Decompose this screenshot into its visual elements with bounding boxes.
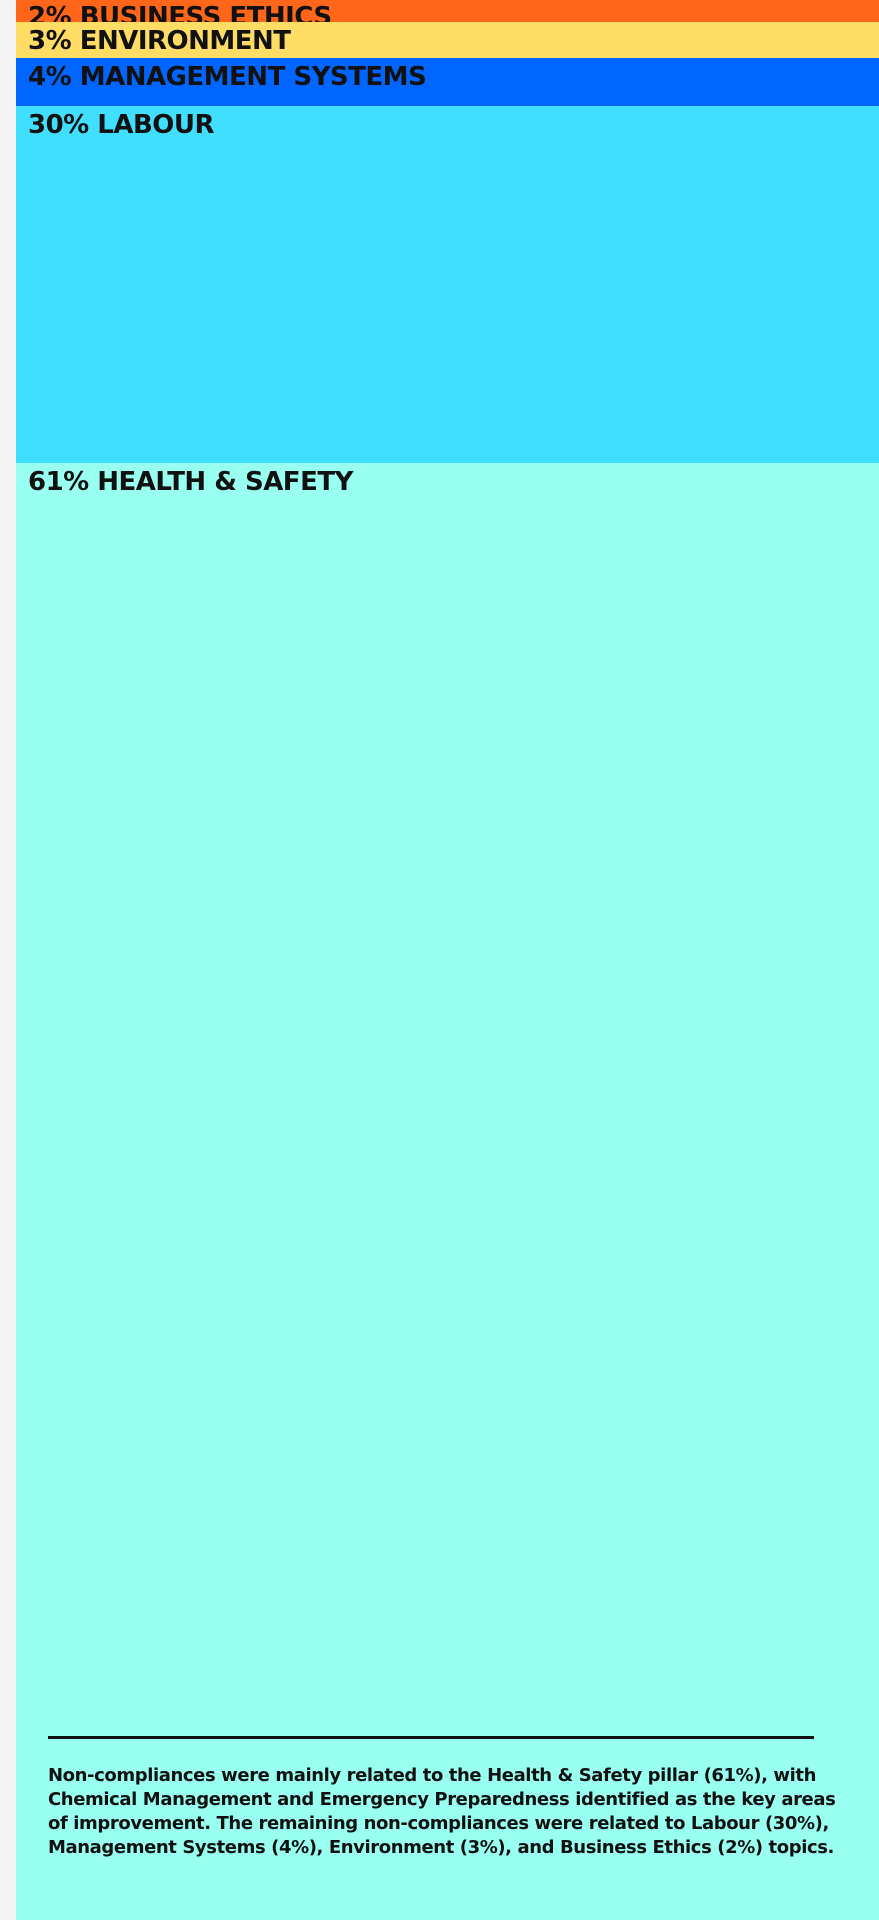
- caption-divider: [48, 1736, 814, 1739]
- bar-label-management-systems: 4% MANAGEMENT SYSTEMS: [28, 62, 427, 92]
- bar-business-ethics: 2% BUSINESS ETHICS: [16, 0, 879, 22]
- bar-labour: 30% LABOUR: [16, 106, 879, 463]
- bar-management-systems: 4% MANAGEMENT SYSTEMS: [16, 58, 879, 106]
- bar-label-health-safety: 61% HEALTH & SAFETY: [28, 467, 353, 497]
- stacked-percentage-chart: 2% BUSINESS ETHICS 3% ENVIRONMENT 4% MANAG…: [16, 0, 879, 1920]
- chart-caption: Non-compliances were mainly related to t…: [48, 1765, 836, 1858]
- bar-label-labour: 30% LABOUR: [28, 110, 215, 140]
- bar-health-safety: 61% HEALTH & SAFETY: [16, 463, 879, 1920]
- bar-label-environment: 3% ENVIRONMENT: [28, 26, 291, 56]
- bar-environment: 3% ENVIRONMENT: [16, 22, 879, 58]
- bar-label-business-ethics: 2% BUSINESS ETHICS: [28, 2, 332, 22]
